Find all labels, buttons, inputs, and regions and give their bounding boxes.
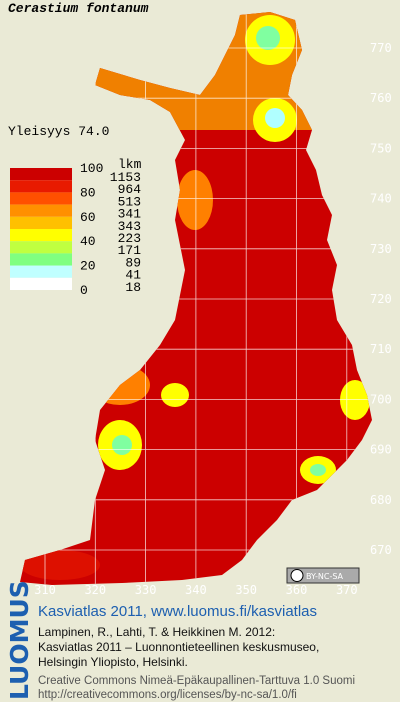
legend-scale-label: 0	[80, 283, 88, 298]
map-zone	[161, 383, 189, 407]
legend-swatch	[10, 277, 72, 290]
brand: LUOMUS	[5, 580, 34, 700]
y-grid-label: 690	[370, 443, 392, 457]
legend-count: 171	[118, 243, 142, 258]
legend-count: 18	[125, 280, 141, 295]
legend-count: 341	[118, 207, 142, 222]
badge-box	[286, 567, 360, 584]
citation-line: Helsingin Yliopisto, Helsinki.	[38, 655, 188, 669]
map-zone	[112, 435, 132, 455]
map-zone	[340, 380, 370, 420]
legend-scale-label: 60	[80, 210, 96, 225]
legend-scale-label: 80	[80, 185, 96, 200]
legend-scale-label: 40	[80, 234, 96, 249]
legend-count: 1153	[110, 170, 141, 185]
x-grid-label: 330	[135, 583, 157, 597]
y-grid-label: 680	[370, 493, 392, 507]
count-header: lkm	[118, 157, 142, 172]
y-grid-label: 730	[370, 242, 392, 256]
y-grid-label: 770	[370, 41, 392, 55]
x-grid-label: 320	[84, 583, 106, 597]
legend-scale-label: 100	[80, 161, 103, 176]
y-grid-label: 720	[370, 292, 392, 306]
legend-swatch	[10, 216, 72, 229]
map-zone	[256, 26, 280, 50]
license-line: http://creativecommons.org/licenses/by-n…	[38, 689, 297, 701]
y-grid-label: 760	[370, 91, 392, 105]
map-zone	[20, 550, 100, 580]
legend-count: 343	[118, 219, 141, 234]
legend-swatch	[10, 265, 72, 278]
legend-swatch	[10, 204, 72, 217]
x-grid-label: 360	[286, 583, 308, 597]
legend-swatch	[10, 253, 72, 266]
legend-swatch	[10, 192, 72, 205]
y-grid-label: 670	[370, 543, 392, 557]
map-zone	[265, 108, 285, 128]
y-grid-label: 750	[370, 141, 392, 155]
map-zone	[177, 170, 213, 230]
y-grid-label: 710	[370, 342, 392, 356]
legend-scale-label: 20	[80, 259, 96, 274]
legend-count: 41	[125, 268, 141, 283]
x-grid-label: 310	[34, 583, 56, 597]
atlas-link: Kasviatlas 2011, www.luomus.fi/kasviatla…	[38, 603, 317, 620]
license-badge: BY-NC-SA	[286, 567, 360, 584]
legend-count: 513	[118, 194, 141, 209]
x-grid-label: 350	[235, 583, 257, 597]
legend-swatch	[10, 168, 72, 181]
frequency: Yleisyys 74.0	[8, 124, 109, 139]
legend-swatch	[10, 241, 72, 254]
legend-swatch	[10, 180, 72, 193]
map-zone	[20, 12, 372, 130]
map	[20, 12, 372, 585]
citation-line: Lampinen, R., Lahti, T. & Heikkinen M. 2…	[38, 625, 275, 639]
legend-count: 89	[125, 255, 141, 270]
badge-text: BY-NC-SA	[306, 572, 344, 581]
y-grid-label: 700	[370, 392, 392, 406]
species-title: Cerastium fontanum	[8, 1, 149, 16]
legend-count: 223	[118, 231, 141, 246]
map-fill	[20, 12, 372, 585]
map-zone	[310, 464, 326, 476]
x-grid-label: 340	[185, 583, 207, 597]
y-grid-label: 740	[370, 192, 392, 206]
legend-count: 964	[118, 182, 142, 197]
x-grid-label: 370	[336, 583, 358, 597]
legend-swatch	[10, 229, 72, 242]
citation-line: Kasviatlas 2011 – Luonnontieteellinen ke…	[38, 640, 319, 654]
license-line: Creative Commons Nimeä-Epäkaupallinen-Ta…	[38, 675, 355, 687]
cc-icon	[290, 569, 304, 582]
